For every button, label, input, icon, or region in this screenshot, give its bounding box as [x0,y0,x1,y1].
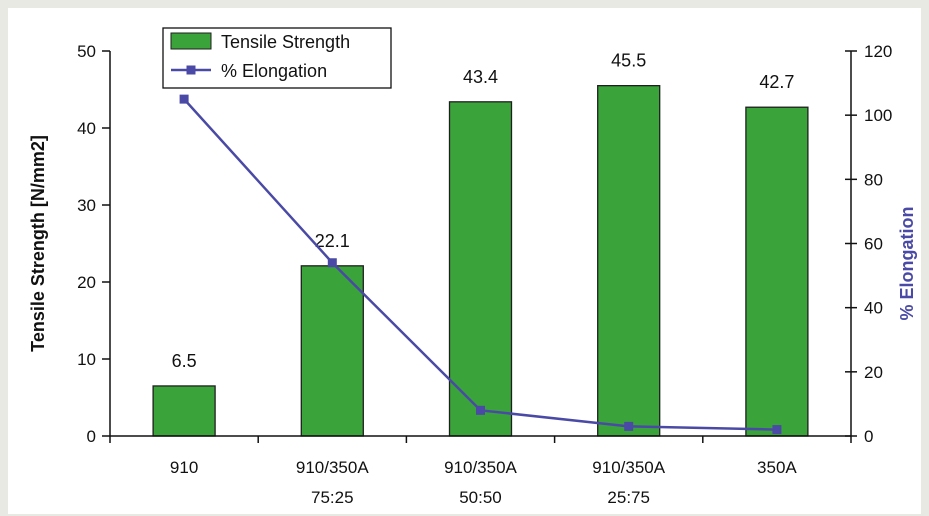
bar-tensile-strength [448,101,513,437]
x-axis-category-label: 910/350A [444,458,517,477]
legend-bar-swatch [170,32,212,50]
legend-marker-swatch [186,65,196,75]
right-axis-tick-label: 20 [864,363,883,382]
legend-label-tensile-strength: Tensile Strength [221,32,350,52]
left-axis-tick-label: 50 [77,42,96,61]
elongation-marker [476,405,485,415]
bar-value-label: 43.4 [463,67,498,87]
left-axis-tick-label: 30 [77,196,96,215]
bar-value-label: 45.5 [611,51,646,71]
x-axis-category-label: 350A [757,458,797,477]
legend-label-elongation: % Elongation [221,61,327,81]
right-axis-tick-label: 60 [864,235,883,254]
x-axis-category-label: 50:50 [459,488,502,507]
right-axis-tick-label: 100 [864,106,892,125]
bar-tensile-strength [152,385,216,437]
x-axis-category-label: 910 [170,458,198,477]
bar-tensile-strength [597,85,661,437]
bar-tensile-strength [300,265,364,437]
left-axis-tick-label: 20 [77,273,96,292]
x-axis-category-label: 75:25 [311,488,354,507]
left-axis-tick-label: 0 [87,427,96,446]
elongation-marker [327,258,337,268]
right-axis-title: % Elongation [897,207,917,321]
elongation-marker [179,94,189,104]
x-axis-category-label: 910/350A [592,458,665,477]
elongation-marker [772,425,782,435]
x-axis-category-label: 910/350A [296,458,369,477]
left-axis-tick-label: 10 [77,350,96,369]
bar-value-label: 22.1 [315,231,350,251]
right-axis-tick-label: 0 [864,427,873,446]
bar-value-label: 42.7 [759,72,794,92]
right-axis-tick-label: 120 [864,42,892,61]
bar-tensile-strength [745,106,809,437]
elongation-marker [624,421,634,431]
bar-value-label: 6.5 [172,351,197,371]
left-axis-title: Tensile Strength [N/mm2] [28,135,48,352]
right-axis-tick-label: 80 [864,170,883,189]
right-axis-tick-label: 40 [864,299,883,318]
x-axis-category-label: 25:75 [607,488,650,507]
left-axis-tick-label: 40 [77,119,96,138]
